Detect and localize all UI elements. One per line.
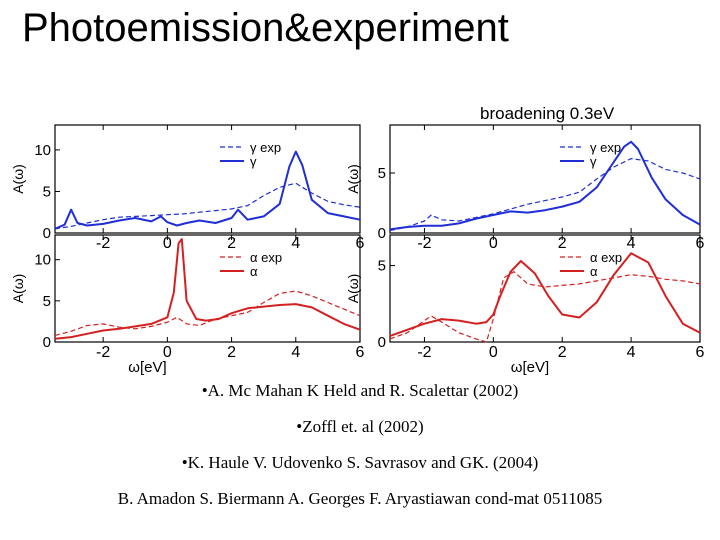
y-tick-label: 0 [378, 334, 386, 351]
series-line-theory [389, 252, 701, 337]
series-line-experiment [54, 290, 361, 336]
y-tick-label: 5 [378, 258, 386, 275]
y-tick-label: 5 [378, 165, 386, 182]
legend-label: γ [590, 154, 597, 169]
reference-zoffl: •Zoffl et. al (2002) [296, 417, 424, 436]
legend-label: α [590, 264, 598, 279]
x-tick-label: 2 [558, 344, 567, 361]
x-tick-label: -2 [417, 235, 431, 252]
legend-label: α [250, 264, 258, 279]
x-tick-label: 6 [696, 344, 705, 361]
plot-frame [54, 124, 361, 234]
reference-amadon: B. Amadon S. Biermann A. Georges F. Arya… [117, 489, 603, 508]
x-tick-label: 2 [227, 344, 236, 361]
legend-label: γ exp [590, 140, 621, 155]
legend-label: α exp [590, 250, 622, 265]
y-axis-label: A(ω) [345, 164, 361, 194]
series-line-experiment [54, 182, 361, 230]
series-line-experiment [389, 271, 701, 343]
reference-mcmahan: •A. Mc Mahan K Held and R. Scalettar (20… [201, 381, 519, 400]
x-axis-label: ω[eV] [128, 359, 166, 376]
x-tick-label: -2 [417, 344, 431, 361]
y-tick-label: 10 [34, 252, 51, 269]
series-line-theory [54, 150, 361, 230]
plot-frame [389, 234, 701, 343]
figure-header: broadening 0.3eV [480, 104, 615, 123]
x-tick-label: 0 [163, 235, 172, 252]
x-tick-label: 2 [558, 235, 567, 252]
x-tick-label: 6 [356, 344, 365, 361]
y-axis-label: A(ω) [345, 274, 361, 304]
legend-label: γ [250, 154, 257, 169]
x-tick-label: 0 [163, 344, 172, 361]
x-tick-label: -2 [96, 235, 110, 252]
y-tick-label: 0 [378, 225, 386, 242]
legend-label: α exp [250, 250, 282, 265]
plot-frame [54, 234, 361, 343]
y-tick-label: 0 [43, 225, 51, 242]
x-tick-label: 0 [489, 344, 498, 361]
x-tick-label: 4 [627, 344, 636, 361]
x-tick-label: 4 [291, 235, 300, 252]
y-tick-label: 10 [34, 142, 51, 159]
legend-label: γ exp [250, 140, 281, 155]
y-axis-label: A(ω) [10, 274, 26, 304]
y-tick-label: 0 [43, 334, 51, 351]
x-tick-label: 0 [489, 235, 498, 252]
reference-haule: •K. Haule V. Udovenko S. Savrasov and GK… [181, 453, 539, 472]
slide-title: Photoemission&experiment [22, 6, 509, 50]
x-tick-label: 4 [291, 344, 300, 361]
series-line-theory [54, 238, 361, 340]
y-tick-label: 5 [43, 183, 51, 200]
series-line-theory [389, 140, 701, 231]
y-tick-label: 5 [43, 293, 51, 310]
x-tick-label: 4 [627, 235, 636, 252]
x-tick-label: -2 [96, 344, 110, 361]
series-line-experiment [389, 158, 701, 232]
x-tick-label: 2 [227, 235, 236, 252]
y-axis-label: A(ω) [10, 164, 26, 194]
x-axis-label: ω[eV] [511, 359, 549, 376]
